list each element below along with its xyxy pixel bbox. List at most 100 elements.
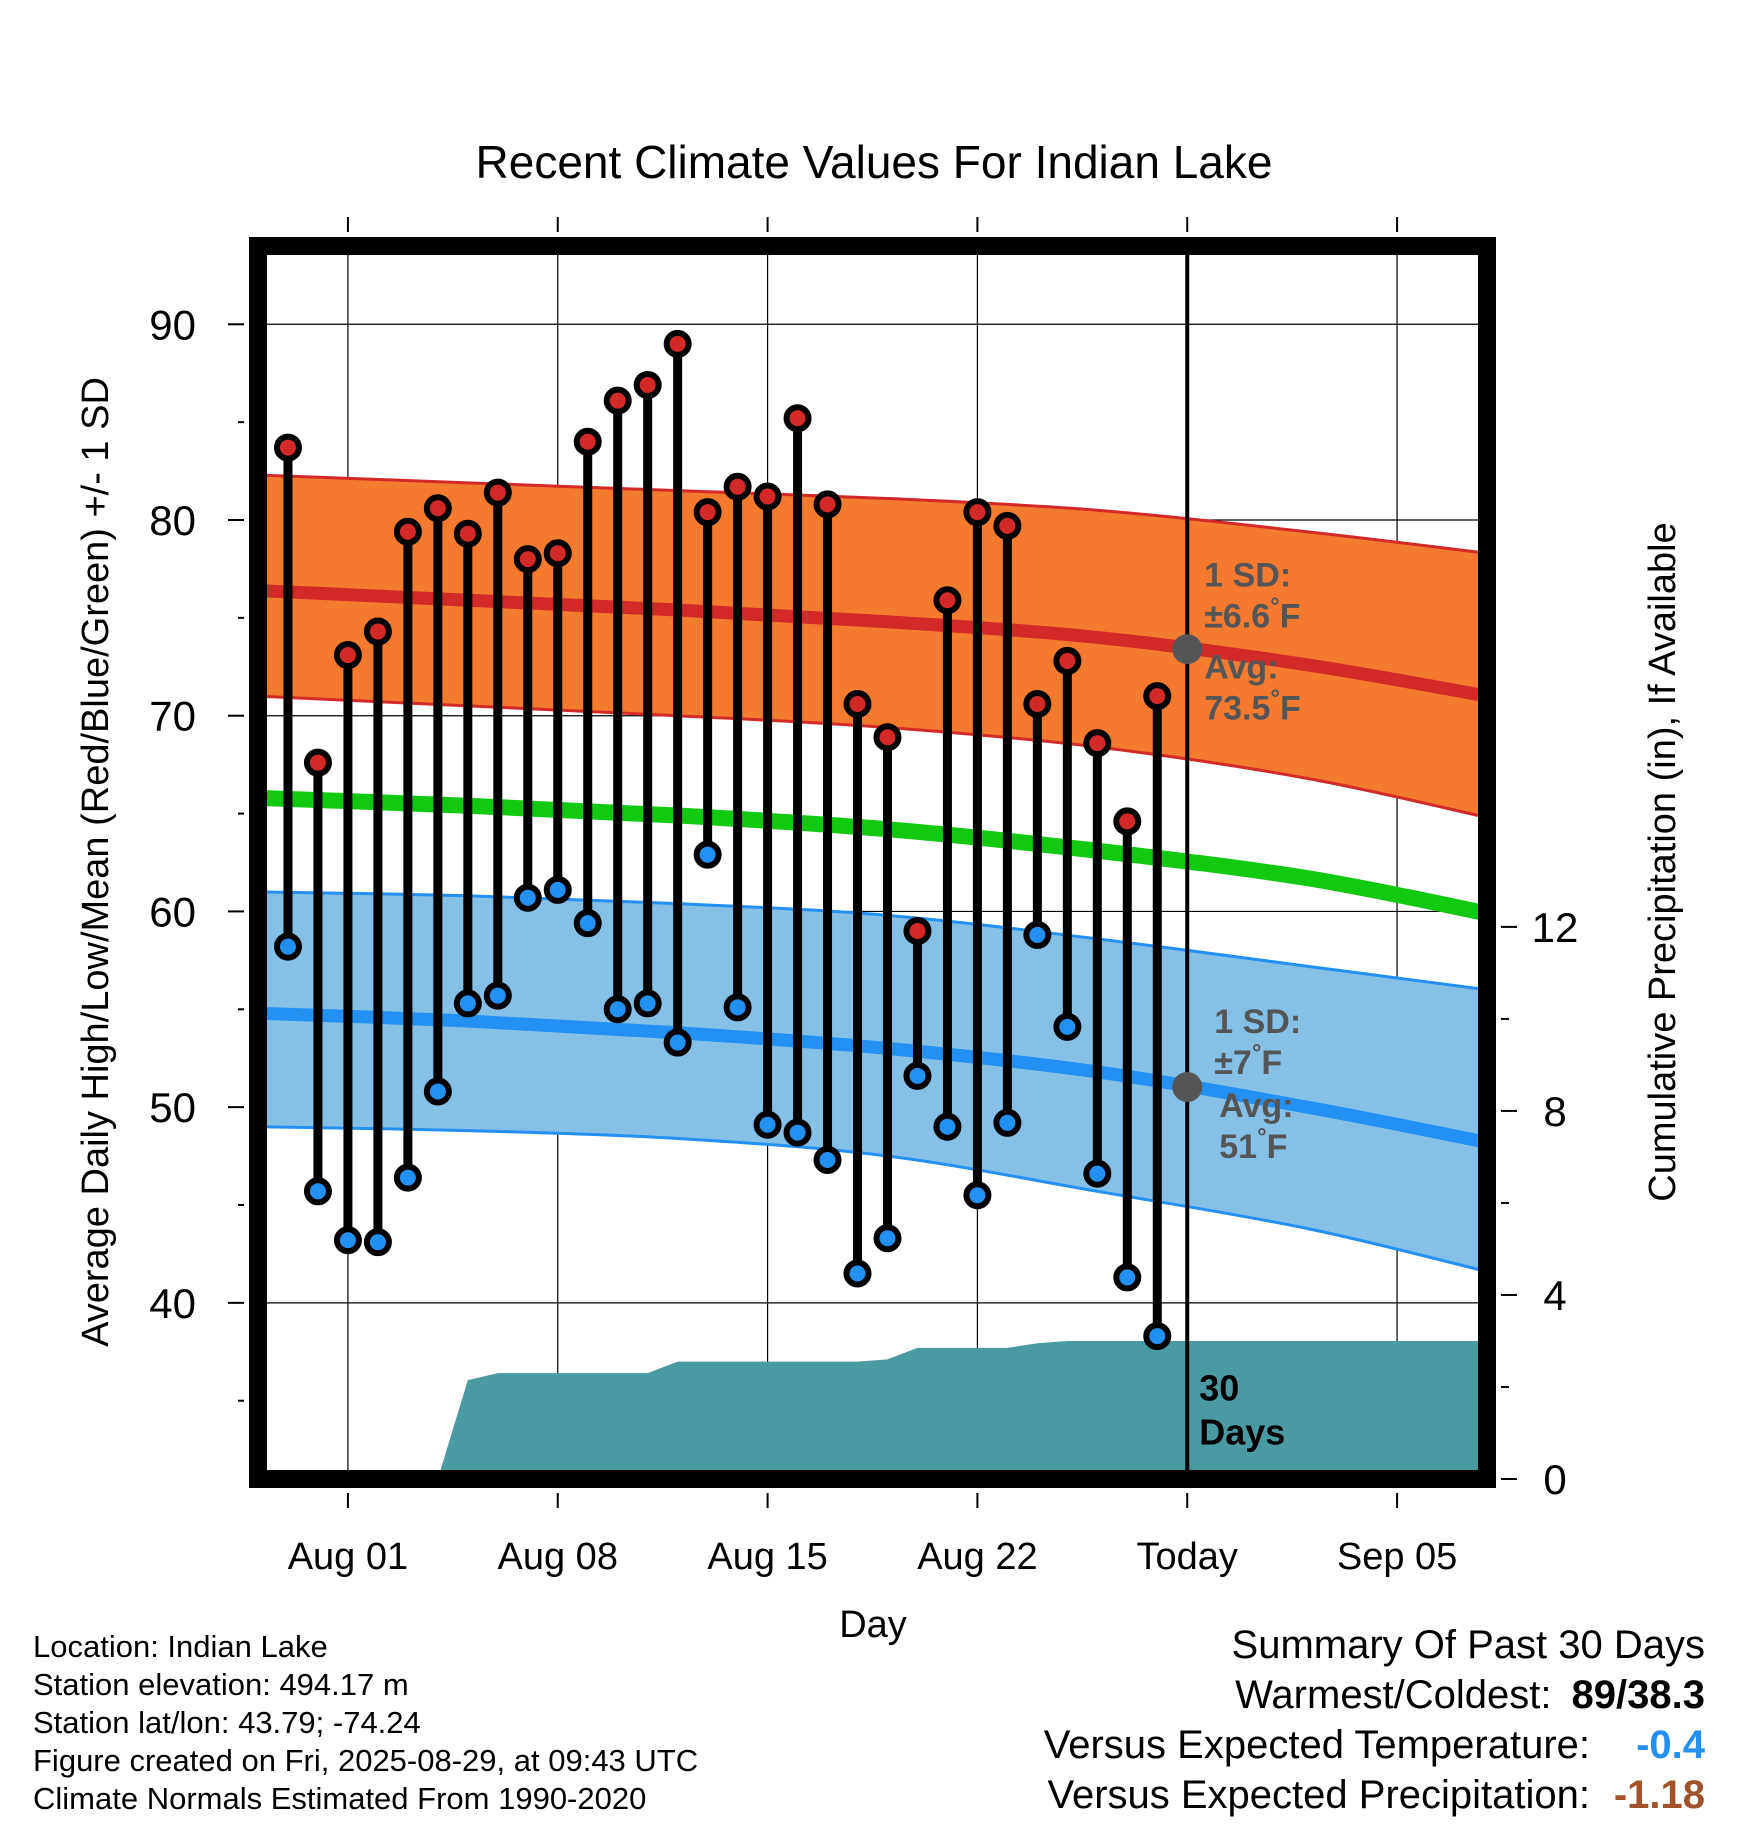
low-point [393,1163,422,1192]
summary-title: Summary Of Past 30 Days [1231,1623,1705,1667]
low-point [963,1181,992,1210]
high-point [903,917,932,945]
low-sd-band [258,891,1487,1272]
y-tick-label: 60 [149,888,196,935]
info-latlon: Station lat/lon: 43.79; -74.24 [33,1705,421,1740]
low-point [693,840,722,869]
high-point [273,433,302,462]
high-point [573,427,602,456]
high-point [303,748,332,777]
high-point [1023,689,1052,718]
high-point [843,689,872,718]
high-point [663,329,692,358]
info-location: Location: Indian Lake [33,1629,328,1664]
low-avg-annotation: Avg: 51°F [1219,1087,1293,1166]
y2-tick-label: 0 [1543,1456,1566,1503]
precip-label: Versus Expected Precipitation: [1047,1773,1590,1817]
warmest-label: Warmest/Coldest: [1235,1673,1552,1717]
high-point [693,498,722,527]
x-axis-label: Day [839,1604,907,1646]
low-point [603,995,632,1024]
y2-tick-label: 8 [1543,1088,1566,1135]
high-point [333,641,362,670]
low-point [1053,1012,1082,1041]
axes: 40 50 60 70 80 90 0 4 8 12 Aug 01 Aug 08 Aug 15 Aug 2… [149,217,1578,1578]
high-point [363,617,392,646]
summary-temp-row: Versus Expected Temperature: -0.4 [1044,1720,1705,1770]
high-point [543,539,572,568]
info-normals: Climate Normals Estimated From 1990-2020 [33,1781,647,1816]
low-point [543,875,572,904]
warmest-value: 89/38.3 [1571,1673,1705,1717]
low-point [873,1224,902,1253]
temp-value: -0.4 [1636,1723,1705,1767]
low-point [423,1077,452,1106]
high-point [1083,729,1112,758]
low-point [813,1145,842,1174]
info-created: Figure created on Fri, 2025-08-29, at 09… [33,1743,699,1778]
daily-range-bars [273,329,1172,1351]
low-point [273,932,302,961]
low-sd-annotation: 1 SD: ±7°F [1214,1003,1301,1082]
high-point [933,586,962,615]
y2-tick-label: 4 [1543,1272,1566,1319]
high-point [483,478,512,507]
temp-label: Versus Expected Temperature: [1043,1723,1590,1767]
low-point [663,1028,692,1057]
x-tick-label: Aug 01 [288,1536,408,1578]
high-point [723,472,752,501]
summary-precip-row: Versus Expected Precipitation: -1.18 [1044,1770,1705,1820]
high-sd-upper-edge [258,473,1487,555]
low-point [1083,1159,1112,1188]
high-point [993,511,1022,540]
low-point [933,1112,962,1141]
low-point [363,1228,392,1257]
today-avg-high-marker [1172,634,1203,665]
high-point [393,517,422,546]
low-point [783,1118,812,1147]
low-point [573,909,602,938]
plot-frame [249,237,1496,1488]
y-tick-label: 80 [149,497,196,544]
station-info: Location: Indian Lake Station elevation:… [33,1628,698,1818]
y-tick-label: 70 [149,693,196,740]
x-tick-label: Today [1137,1536,1238,1578]
x-tick-label: Aug 15 [707,1536,827,1578]
high-point [1143,682,1172,711]
today-avg-low-marker [1172,1072,1203,1103]
y2-axis-label: Cumulative Precipitation (in), If Availa… [1642,522,1684,1201]
low-point [993,1108,1022,1137]
low-point [1113,1263,1142,1292]
days-annotation: 30 Days [1199,1368,1285,1453]
high-point [873,723,902,752]
summary-warmest-row: Warmest/Coldest: 89/38.3 [1044,1670,1705,1720]
high-point [423,494,452,523]
precip-area [258,1340,1487,1479]
summary-panel: Summary Of Past 30 Days Warmest/Coldest:… [1044,1620,1705,1820]
chart-title: Recent Climate Values For Indian Lake [476,136,1273,188]
high-point [753,482,782,511]
low-point [723,993,752,1022]
precipitation-area [258,1340,1487,1479]
low-point [633,989,662,1018]
high-point [453,519,482,548]
low-point [1023,920,1052,949]
low-point [903,1061,932,1090]
precip-value: -1.18 [1613,1773,1705,1817]
x-tick-label: Sep 05 [1337,1536,1457,1578]
low-point [333,1226,362,1255]
high-point [1053,646,1082,675]
high-point [813,490,842,519]
low-point [1143,1322,1172,1351]
high-point [1113,807,1142,836]
high-point [513,545,542,574]
y-tick-label: 50 [149,1084,196,1131]
low-point [303,1177,332,1206]
low-point [453,989,482,1018]
y-axis-label: Average Daily High/Low/Mean (Red/Blue/Gr… [75,377,117,1347]
y-tick-label: 90 [149,301,196,348]
info-elevation: Station elevation: 494.17 m [33,1667,409,1702]
low-point [513,883,542,912]
low-point [483,981,512,1010]
